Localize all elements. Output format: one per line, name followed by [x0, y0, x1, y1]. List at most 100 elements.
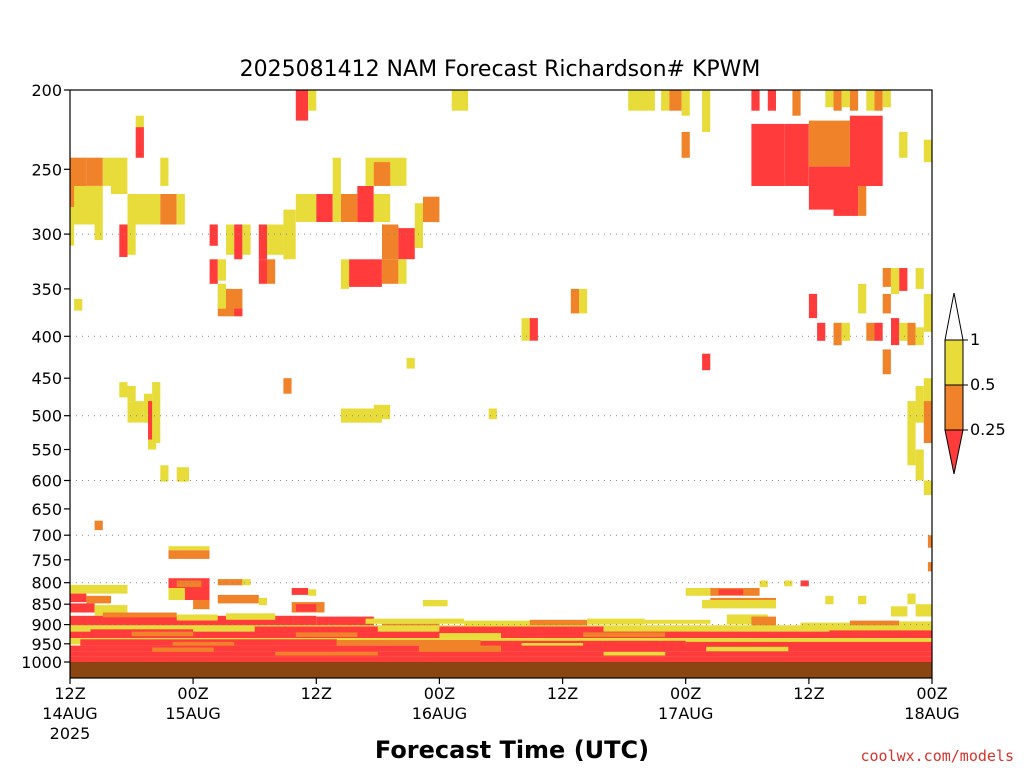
- x-tick-label-36-2: 16AUG: [412, 704, 467, 723]
- ri-cell-182: [439, 633, 501, 639]
- ri-cell-137: [242, 579, 251, 586]
- ri-cell-147: [718, 589, 744, 595]
- ri-cell-161: [226, 613, 276, 620]
- ri-cell-181: [295, 632, 358, 637]
- ri-cell-155: [907, 593, 916, 605]
- ri-cell-43: [226, 224, 235, 255]
- ri-cell-145: [685, 588, 711, 596]
- x-tick-label-0-1: 12Z: [54, 684, 85, 703]
- y-tick-label-700: 700: [31, 526, 62, 545]
- chart-title: 2025081412 NAM Forecast Richardson# KPWM: [240, 57, 761, 82]
- colorbar-bin-0.25-0.5: [944, 384, 964, 431]
- ri-cell-53: [357, 186, 374, 223]
- ri-cell-93: [866, 322, 875, 341]
- ri-cell-198: [603, 651, 666, 656]
- ri-cell-178: [603, 627, 707, 634]
- y-tick-label-900: 900: [31, 616, 62, 635]
- ri-cell-113: [907, 401, 916, 466]
- ri-cell-34: [111, 157, 128, 194]
- ri-cell-177: [439, 626, 604, 633]
- ri-cell-37: [176, 194, 185, 225]
- y-tick-label-950: 950: [31, 635, 62, 654]
- ri-cell-195: [706, 646, 789, 652]
- ri-cell-11: [825, 90, 834, 108]
- ri-cell-111: [373, 404, 391, 420]
- ri-cell-63: [209, 259, 218, 284]
- ri-cell-180: [131, 631, 194, 637]
- ri-cell-31: [102, 157, 111, 186]
- ri-colorbar: 1 0.5 0.25: [944, 292, 1006, 475]
- colorbar-bottom-arrow: [944, 429, 964, 475]
- ri-cell-116: [923, 401, 932, 443]
- ri-cell-50: [316, 194, 333, 222]
- y-tick-label-750: 750: [31, 551, 62, 570]
- ri-cell-140: [291, 588, 309, 595]
- x-tick-label-72-1: 12Z: [793, 684, 824, 703]
- ri-cell-47: [267, 224, 284, 255]
- y-tick-label-200: 200: [31, 81, 62, 100]
- ri-cell-38: [160, 157, 169, 186]
- ri-cell-105: [127, 401, 144, 423]
- ri-cell-102: [283, 378, 292, 394]
- ri-cell-67: [340, 259, 350, 289]
- ri-cell-2: [451, 90, 469, 111]
- ri-cell-23: [808, 120, 850, 167]
- ri-cell-12: [833, 90, 842, 111]
- ri-cell-40: [119, 224, 128, 257]
- ri-cell-82: [891, 268, 900, 294]
- ri-cell-110: [340, 408, 382, 423]
- y-tick-label-450: 450: [31, 369, 62, 388]
- ri-cell-49: [295, 194, 317, 222]
- ri-cell-94: [874, 322, 883, 341]
- ri-cell-153: [825, 595, 834, 605]
- pressure-axis: 200 250 300 350 400 450 500 550 600 650 700 750 800 8…: [21, 81, 70, 672]
- ri-cell-166: [529, 619, 588, 626]
- colorbar-bin-0.5-1: [944, 339, 964, 386]
- ri-cell-17: [882, 90, 891, 108]
- ri-cell-129: [70, 603, 95, 613]
- ri-cell-58: [423, 196, 440, 223]
- ri-cell-190: [172, 641, 235, 646]
- ri-cell-95: [891, 318, 900, 346]
- ri-cell-184: [829, 630, 932, 639]
- ri-cell-170: [751, 616, 776, 627]
- ri-cell-64: [217, 259, 226, 281]
- ri-cell-132: [176, 580, 202, 588]
- ri-cell-134: [184, 588, 210, 600]
- x-tick-label-24-1: 12Z: [301, 684, 332, 703]
- ri-cell-55: [332, 157, 341, 194]
- ri-cell-133: [168, 588, 185, 600]
- ri-cell-144: [423, 600, 448, 607]
- ri-cell-100: [702, 353, 711, 371]
- x-tick-label-12-1: 00Z: [177, 684, 208, 703]
- ri-cell-24: [808, 166, 834, 210]
- source-credit: coolwx.com/models: [860, 747, 1014, 765]
- x-tick-label-0-3: 2025: [50, 724, 91, 743]
- ri-cell-160: [176, 614, 218, 621]
- ri-cell-84: [915, 268, 924, 289]
- x-tick-label-60-1: 00Z: [670, 684, 701, 703]
- ri-cell-99: [882, 349, 891, 375]
- ri-cell-46: [258, 224, 267, 260]
- ri-cell-141: [308, 589, 317, 596]
- ri-cell-9: [767, 90, 776, 111]
- ri-cell-117: [915, 449, 924, 481]
- ri-cell-128: [86, 595, 111, 604]
- ri-cell-41: [127, 224, 136, 255]
- y-tick-label-250: 250: [31, 160, 62, 179]
- ri-cell-196: [70, 651, 932, 657]
- ri-cell-124: [927, 535, 932, 548]
- y-tick-label-400: 400: [31, 327, 62, 346]
- plot-frame: [69, 89, 933, 679]
- ri-cell-193: [418, 645, 501, 652]
- ri-cell-15: [866, 90, 875, 111]
- ri-cell-123: [168, 546, 210, 551]
- x-tick-label-60-2: 17AUG: [658, 704, 713, 723]
- y-tick-label-350: 350: [31, 280, 62, 299]
- x-tick-label-48-1: 12Z: [547, 684, 578, 703]
- ri-cell-143: [295, 604, 317, 612]
- ri-cell-136: [217, 579, 243, 586]
- ri-cell-90: [817, 322, 826, 341]
- ri-cell-76: [570, 288, 579, 314]
- ri-cell-81: [882, 268, 891, 287]
